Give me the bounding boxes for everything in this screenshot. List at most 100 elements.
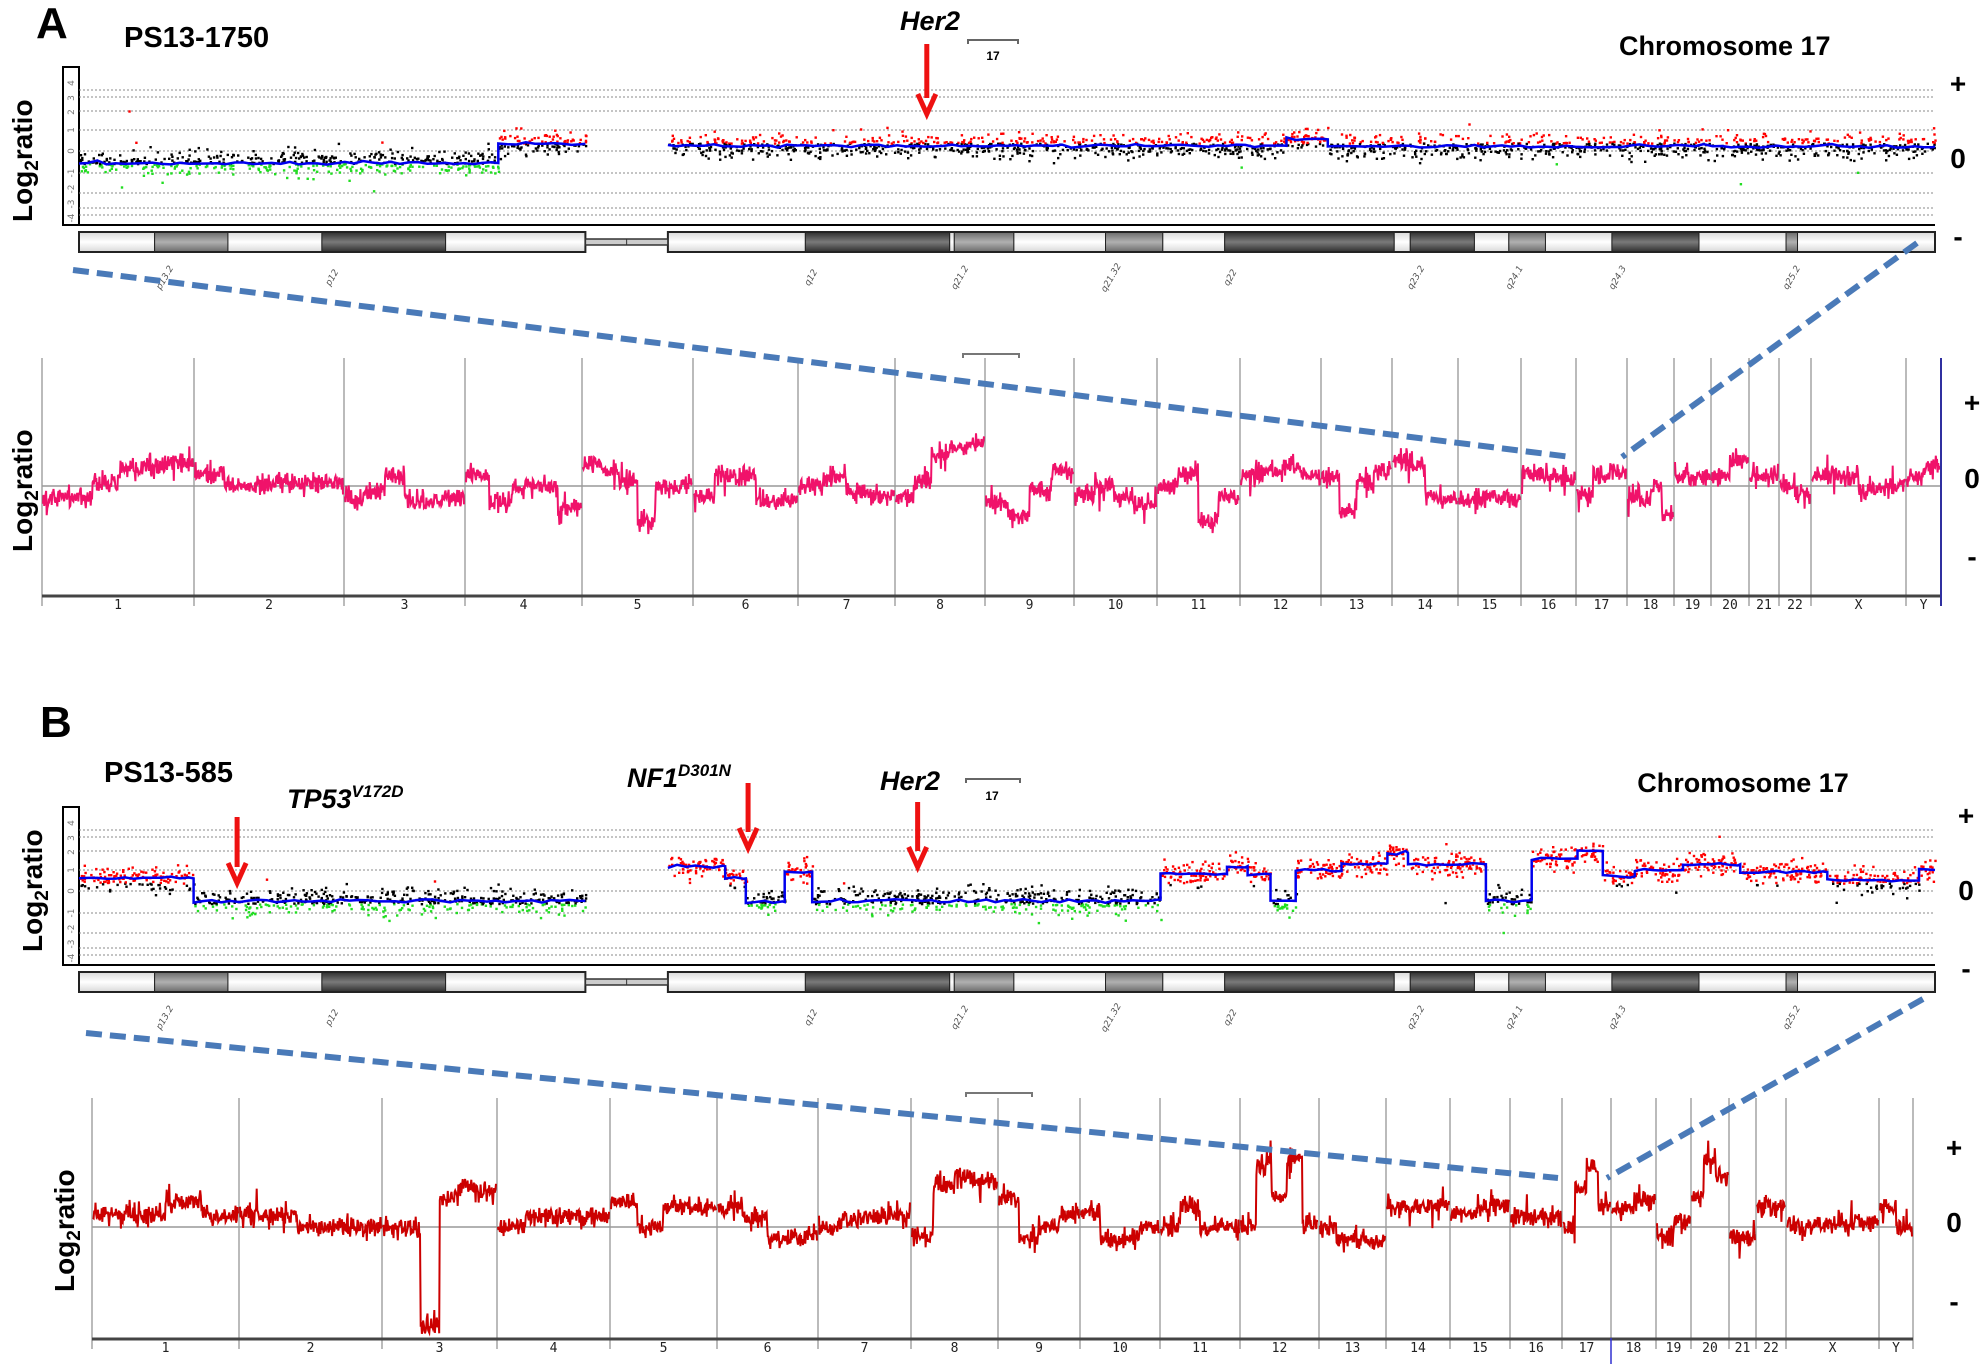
probe-point xyxy=(79,154,83,157)
probe-point xyxy=(1455,875,1459,878)
genome-trace-chr-20 xyxy=(1711,448,1749,487)
probe-point xyxy=(1165,147,1168,150)
probe-point xyxy=(803,859,806,863)
probe-point xyxy=(155,866,158,869)
probe-point xyxy=(1635,866,1639,869)
chromosome-title-b: Chromosome 17 xyxy=(1637,768,1849,798)
probe-point xyxy=(1056,135,1060,138)
probe-point xyxy=(1169,147,1172,151)
probe-point xyxy=(964,891,967,894)
probe-point xyxy=(1263,133,1266,136)
probe-point xyxy=(250,164,253,167)
probe-point xyxy=(259,157,263,161)
probe-point xyxy=(773,139,777,142)
probe-point xyxy=(756,145,760,149)
probe-point xyxy=(1629,874,1632,877)
probe-point xyxy=(1901,886,1905,890)
probe-point xyxy=(1740,151,1744,154)
probe-point xyxy=(1583,860,1587,863)
probe-point xyxy=(671,856,674,860)
y-tick-label: 2 xyxy=(67,849,77,855)
probe-point xyxy=(1296,135,1299,138)
probe-point xyxy=(1749,142,1752,146)
probe-point xyxy=(468,904,471,907)
probe-point xyxy=(1144,904,1147,907)
probe-point xyxy=(1517,148,1520,151)
probe-point xyxy=(1795,865,1798,869)
probe-point xyxy=(330,172,333,175)
probe-point xyxy=(1868,877,1871,880)
chromosome-label: 22 xyxy=(1787,598,1803,613)
probe-point xyxy=(931,894,934,898)
probe-point xyxy=(360,907,363,911)
probe-point xyxy=(748,147,751,151)
probe-point xyxy=(1739,139,1742,142)
probe-point xyxy=(326,164,330,168)
probe-point xyxy=(1912,156,1915,160)
probe-point xyxy=(1251,153,1254,156)
probe-point xyxy=(466,888,469,892)
probe-point xyxy=(1608,141,1612,144)
probe-point xyxy=(472,902,475,905)
probe-point xyxy=(252,896,256,900)
probe-point xyxy=(901,134,905,137)
segment-line xyxy=(78,141,586,166)
probe-point xyxy=(1666,147,1669,150)
probe-point xyxy=(1739,147,1742,150)
probe-point xyxy=(1265,870,1268,873)
probe-point xyxy=(1065,893,1069,896)
probe-point xyxy=(903,140,906,143)
probe-point xyxy=(1240,166,1243,169)
probe-point xyxy=(976,147,979,151)
minus-marker-a: - xyxy=(1953,221,1962,252)
probe-point xyxy=(1401,852,1404,856)
probe-point xyxy=(1847,152,1850,155)
probe-point xyxy=(1882,149,1886,152)
probe-point xyxy=(818,894,821,897)
probe-point xyxy=(1186,863,1189,867)
genome-trace-chr-6 xyxy=(717,1190,818,1249)
probe-point xyxy=(1931,148,1934,151)
probe-point xyxy=(1456,148,1459,151)
probe-point xyxy=(899,152,902,155)
chromosome-label: 14 xyxy=(1410,1341,1426,1356)
probe-point xyxy=(1439,133,1442,136)
probe-point xyxy=(1452,861,1455,864)
probe-point xyxy=(1868,139,1871,142)
probe-point xyxy=(1511,898,1515,901)
probe-point xyxy=(375,163,379,167)
probe-point xyxy=(1163,869,1166,872)
probe-point xyxy=(1381,157,1384,160)
probe-point xyxy=(1585,143,1589,146)
probe-point xyxy=(1702,852,1705,856)
genome-trace-chr-18 xyxy=(1611,1184,1656,1222)
probe-point xyxy=(1045,134,1048,137)
probe-point xyxy=(375,908,378,911)
probe-point xyxy=(973,136,976,139)
probe-point xyxy=(1747,876,1750,879)
probe-point xyxy=(741,869,745,873)
probe-point xyxy=(100,154,104,157)
probe-point xyxy=(1605,149,1608,152)
probe-point xyxy=(525,155,528,158)
probe-point xyxy=(1749,138,1752,141)
probe-point xyxy=(497,170,501,173)
probe-point xyxy=(1001,905,1004,908)
probe-point xyxy=(1305,134,1308,137)
probe-point xyxy=(321,156,324,159)
probe-point xyxy=(1187,148,1190,151)
probe-point xyxy=(1223,875,1226,878)
probe-point xyxy=(503,136,507,139)
zero-marker-genome-b: 0 xyxy=(1946,1207,1962,1238)
panel-letter-b: B xyxy=(40,698,72,747)
probe-point xyxy=(1774,876,1777,879)
probe-point xyxy=(1395,146,1399,149)
probe-point xyxy=(1901,149,1905,152)
probe-point xyxy=(680,139,683,142)
probe-point xyxy=(1272,901,1275,905)
probe-point xyxy=(411,904,414,907)
probe-point xyxy=(1309,858,1312,861)
probe-point xyxy=(256,900,260,903)
probe-point xyxy=(1291,145,1294,148)
probe-point xyxy=(1088,906,1091,909)
